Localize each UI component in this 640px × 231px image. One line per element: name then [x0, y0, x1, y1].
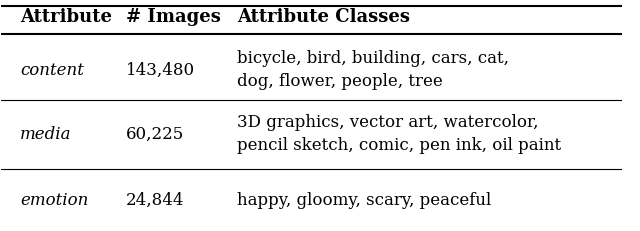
Text: 143,480: 143,480: [125, 61, 195, 78]
Text: Attribute Classes: Attribute Classes: [237, 8, 410, 26]
Text: media: media: [20, 125, 72, 142]
Text: 3D graphics, vector art, watercolor,: 3D graphics, vector art, watercolor,: [237, 114, 539, 131]
Text: Attribute: Attribute: [20, 8, 112, 26]
Text: happy, gloomy, scary, peaceful: happy, gloomy, scary, peaceful: [237, 191, 492, 208]
Text: content: content: [20, 61, 84, 78]
Text: pencil sketch, comic, pen ink, oil paint: pencil sketch, comic, pen ink, oil paint: [237, 137, 561, 154]
Text: emotion: emotion: [20, 191, 88, 208]
Text: bicycle, bird, building, cars, cat,: bicycle, bird, building, cars, cat,: [237, 50, 509, 67]
Text: 24,844: 24,844: [125, 191, 184, 208]
Text: dog, flower, people, tree: dog, flower, people, tree: [237, 73, 443, 90]
Text: # Images: # Images: [125, 8, 220, 26]
Text: 60,225: 60,225: [125, 125, 184, 142]
